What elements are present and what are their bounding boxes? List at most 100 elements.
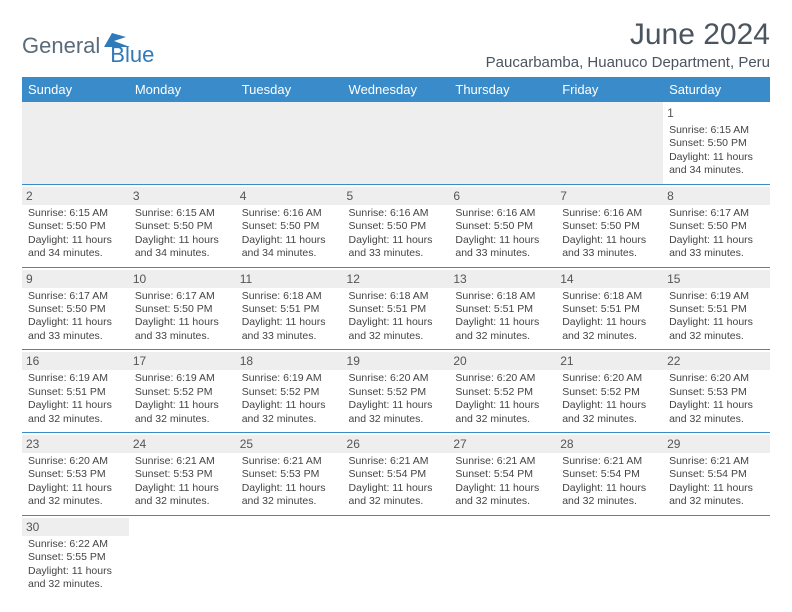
calendar-table: Sunday Monday Tuesday Wednesday Thursday… [22, 77, 770, 598]
day-info: Sunrise: 6:16 AMSunset: 5:50 PMDaylight:… [455, 207, 550, 261]
day-number: 1 [663, 104, 770, 122]
calendar-cell [343, 515, 450, 597]
day-info: Sunrise: 6:19 AMSunset: 5:52 PMDaylight:… [135, 372, 230, 426]
day-info: Sunrise: 6:21 AMSunset: 5:54 PMDaylight:… [562, 455, 657, 509]
calendar-cell [449, 515, 556, 597]
calendar-row: 9 Sunrise: 6:17 AMSunset: 5:50 PMDaylight… [22, 267, 770, 350]
calendar-cell: 29Sunrise: 6:21 AMSunset: 5:54 PMDayligh… [663, 433, 770, 516]
day-info: Sunrise: 6:15 AMSunset: 5:50 PMDaylight:… [135, 207, 230, 261]
day-number: 19 [343, 352, 450, 370]
day-info: Sunrise: 6:19 AMSunset: 5:51 PMDaylight:… [28, 372, 123, 426]
day-info: Sunrise: 6:15 AMSunset: 5:50 PMDaylight:… [28, 207, 123, 261]
day-number: 22 [663, 352, 770, 370]
day-number: 7 [556, 187, 663, 205]
calendar-cell [129, 515, 236, 597]
day-number: 30 [22, 518, 129, 536]
day-info: Sunrise: 6:19 AMSunset: 5:51 PMDaylight:… [669, 290, 764, 344]
day-number: 23 [22, 435, 129, 453]
day-info: Sunrise: 6:18 AMSunset: 5:51 PMDaylight:… [349, 290, 444, 344]
day-number: 24 [129, 435, 236, 453]
calendar-cell: 10Sunrise: 6:17 AMSunset: 5:50 PMDayligh… [129, 267, 236, 350]
calendar-cell: 25Sunrise: 6:21 AMSunset: 5:53 PMDayligh… [236, 433, 343, 516]
dayname-wed: Wednesday [343, 77, 450, 102]
calendar-row: 1 Sunrise: 6:15 AMSunset: 5:50 PMDaylight… [22, 102, 770, 184]
calendar-cell: 13 Sunrise: 6:18 AMSunset: 5:51 PMDayligh… [449, 267, 556, 350]
day-number: 6 [449, 187, 556, 205]
day-info: Sunrise: 6:21 AMSunset: 5:54 PMDaylight:… [349, 455, 444, 509]
calendar-cell: 19Sunrise: 6:20 AMSunset: 5:52 PMDayligh… [343, 350, 450, 433]
day-number: 14 [556, 270, 663, 288]
day-number: 8 [663, 187, 770, 205]
calendar-cell [343, 102, 450, 184]
calendar-cell: 6 Sunrise: 6:16 AMSunset: 5:50 PMDaylight… [449, 184, 556, 267]
dayname-sat: Saturday [663, 77, 770, 102]
day-number: 26 [343, 435, 450, 453]
day-number: 29 [663, 435, 770, 453]
dayname-tue: Tuesday [236, 77, 343, 102]
dayname-sun: Sunday [22, 77, 129, 102]
day-info: Sunrise: 6:20 AMSunset: 5:52 PMDaylight:… [562, 372, 657, 426]
dayname-row: Sunday Monday Tuesday Wednesday Thursday… [22, 77, 770, 102]
calendar-cell [449, 102, 556, 184]
location: Paucarbamba, Huanuco Department, Peru [486, 54, 770, 71]
dayname-fri: Friday [556, 77, 663, 102]
calendar-cell: 21 Sunrise: 6:20 AMSunset: 5:52 PMDayligh… [556, 350, 663, 433]
day-number: 11 [236, 270, 343, 288]
calendar-cell: 30 Sunrise: 6:22 AMSunset: 5:55 PMDayligh… [22, 515, 129, 597]
calendar-cell [129, 102, 236, 184]
day-number: 9 [22, 270, 129, 288]
day-number: 17 [129, 352, 236, 370]
logo: General Blue [22, 24, 154, 68]
calendar-cell: 20 Sunrise: 6:20 AMSunset: 5:52 PMDayligh… [449, 350, 556, 433]
calendar-cell [22, 102, 129, 184]
dayname-thu: Thursday [449, 77, 556, 102]
calendar-cell [236, 102, 343, 184]
day-number: 2 [22, 187, 129, 205]
day-info: Sunrise: 6:18 AMSunset: 5:51 PMDaylight:… [242, 290, 337, 344]
day-number: 3 [129, 187, 236, 205]
day-info: Sunrise: 6:18 AMSunset: 5:51 PMDaylight:… [562, 290, 657, 344]
calendar-cell: 17 Sunrise: 6:19 AMSunset: 5:52 PMDayligh… [129, 350, 236, 433]
dayname-mon: Monday [129, 77, 236, 102]
calendar-cell: 18Sunrise: 6:19 AMSunset: 5:52 PMDayligh… [236, 350, 343, 433]
calendar-cell: 26 Sunrise: 6:21 AMSunset: 5:54 PMDayligh… [343, 433, 450, 516]
calendar-cell: 12Sunrise: 6:18 AMSunset: 5:51 PMDayligh… [343, 267, 450, 350]
day-info: Sunrise: 6:18 AMSunset: 5:51 PMDaylight:… [455, 290, 550, 344]
day-info: Sunrise: 6:21 AMSunset: 5:54 PMDaylight:… [455, 455, 550, 509]
day-info: Sunrise: 6:22 AMSunset: 5:55 PMDaylight:… [28, 538, 123, 592]
calendar-row: 2 Sunrise: 6:15 AMSunset: 5:50 PMDaylight… [22, 184, 770, 267]
logo-text-general: General [22, 33, 100, 59]
calendar-cell: 23Sunrise: 6:20 AMSunset: 5:53 PMDayligh… [22, 433, 129, 516]
calendar-cell [663, 515, 770, 597]
calendar-cell: 8Sunrise: 6:17 AMSunset: 5:50 PMDaylight… [663, 184, 770, 267]
calendar-cell: 14 Sunrise: 6:18 AMSunset: 5:51 PMDayligh… [556, 267, 663, 350]
day-number: 4 [236, 187, 343, 205]
day-info: Sunrise: 6:16 AMSunset: 5:50 PMDaylight:… [562, 207, 657, 261]
calendar-cell: 2 Sunrise: 6:15 AMSunset: 5:50 PMDaylight… [22, 184, 129, 267]
day-number: 20 [449, 352, 556, 370]
day-info: Sunrise: 6:16 AMSunset: 5:50 PMDaylight:… [242, 207, 337, 261]
day-info: Sunrise: 6:17 AMSunset: 5:50 PMDaylight:… [28, 290, 123, 344]
calendar-cell: 1 Sunrise: 6:15 AMSunset: 5:50 PMDaylight… [663, 102, 770, 184]
calendar-cell: 27Sunrise: 6:21 AMSunset: 5:54 PMDayligh… [449, 433, 556, 516]
logo-text-blue: Blue [110, 42, 154, 68]
calendar-cell: 3 Sunrise: 6:15 AMSunset: 5:50 PMDaylight… [129, 184, 236, 267]
day-number: 16 [22, 352, 129, 370]
day-info: Sunrise: 6:17 AMSunset: 5:50 PMDaylight:… [135, 290, 230, 344]
day-info: Sunrise: 6:21 AMSunset: 5:53 PMDaylight:… [135, 455, 230, 509]
day-info: Sunrise: 6:15 AMSunset: 5:50 PMDaylight:… [669, 124, 764, 178]
day-number: 13 [449, 270, 556, 288]
month-year: June 2024 [486, 18, 770, 52]
title-block: June 2024 Paucarbamba, Huanuco Departmen… [486, 18, 770, 71]
day-info: Sunrise: 6:16 AMSunset: 5:50 PMDaylight:… [349, 207, 444, 261]
day-info: Sunrise: 6:20 AMSunset: 5:53 PMDaylight:… [669, 372, 764, 426]
calendar-cell: 9 Sunrise: 6:17 AMSunset: 5:50 PMDaylight… [22, 267, 129, 350]
day-info: Sunrise: 6:20 AMSunset: 5:52 PMDaylight:… [455, 372, 550, 426]
day-number: 18 [236, 352, 343, 370]
calendar-cell [236, 515, 343, 597]
day-info: Sunrise: 6:21 AMSunset: 5:53 PMDaylight:… [242, 455, 337, 509]
day-number: 21 [556, 352, 663, 370]
calendar-cell: 7 Sunrise: 6:16 AMSunset: 5:50 PMDaylight… [556, 184, 663, 267]
calendar-row: 16 Sunrise: 6:19 AMSunset: 5:51 PMDayligh… [22, 350, 770, 433]
calendar-cell: 4 Sunrise: 6:16 AMSunset: 5:50 PMDaylight… [236, 184, 343, 267]
